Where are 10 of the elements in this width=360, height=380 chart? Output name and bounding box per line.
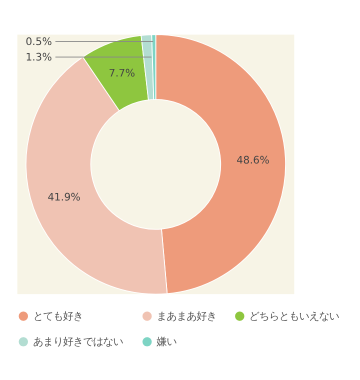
- legend-label: どちらともいえない: [249, 310, 340, 323]
- legend-label: 嫌い: [156, 336, 177, 348]
- legend-label: まあまあ好き: [156, 310, 217, 323]
- data-label: 48.6%: [236, 154, 270, 167]
- data-label: 7.7%: [108, 68, 136, 80]
- data-label: 41.9%: [48, 192, 81, 204]
- data-label: 0.5%: [26, 36, 52, 48]
- legend-label: とても好き: [32, 310, 83, 323]
- data-label: 1.3%: [26, 52, 52, 64]
- legend-label: あまり好きではない: [32, 336, 123, 348]
